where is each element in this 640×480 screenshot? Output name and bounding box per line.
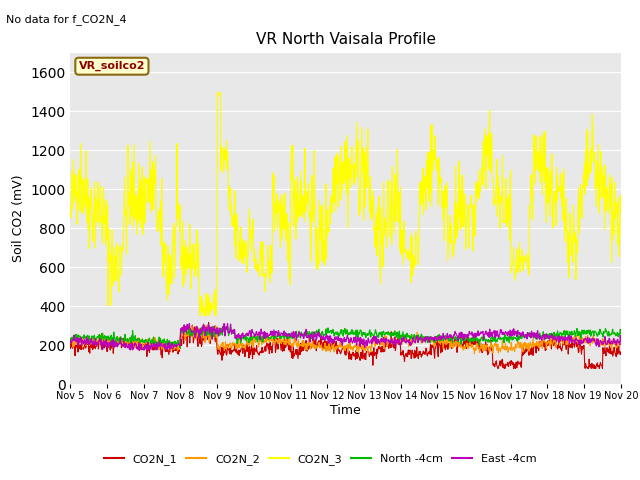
Y-axis label: Soil CO2 (mV): Soil CO2 (mV) (12, 175, 25, 262)
Title: VR North Vaisala Profile: VR North Vaisala Profile (255, 33, 436, 48)
Legend: CO2N_1, CO2N_2, CO2N_3, North -4cm, East -4cm: CO2N_1, CO2N_2, CO2N_3, North -4cm, East… (99, 450, 541, 469)
Text: VR_soilco2: VR_soilco2 (79, 61, 145, 72)
X-axis label: Time: Time (330, 404, 361, 417)
Text: No data for f_CO2N_4: No data for f_CO2N_4 (6, 14, 127, 25)
